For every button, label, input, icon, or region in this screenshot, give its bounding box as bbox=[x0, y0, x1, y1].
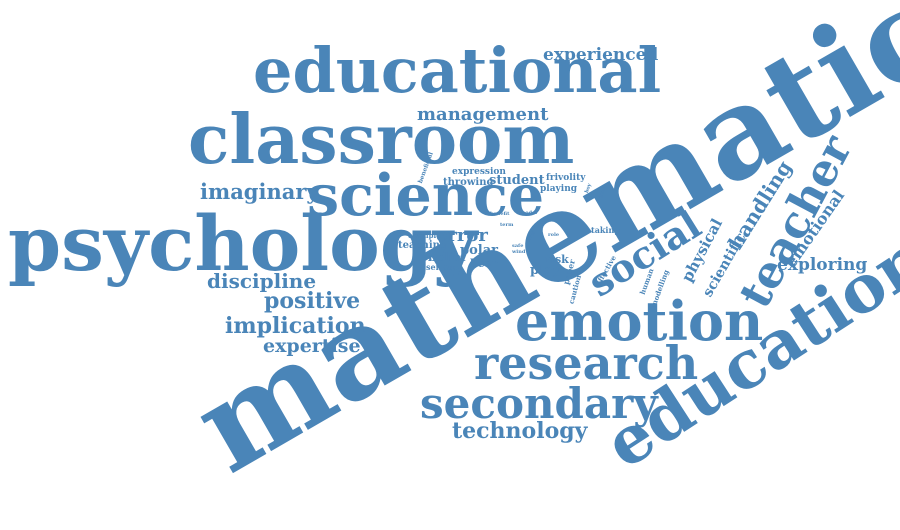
word-research: research bbox=[474, 336, 699, 390]
word-safe: safe bbox=[512, 243, 524, 249]
word-positive: positive bbox=[264, 288, 361, 314]
word-teaching: teaching bbox=[398, 240, 447, 251]
word-wind: wind bbox=[512, 249, 526, 255]
word-error: error bbox=[436, 225, 488, 246]
word-frivolity: frivolity bbox=[546, 173, 586, 183]
word-polar: polar bbox=[460, 243, 498, 258]
word-imaginary: imaginary bbox=[200, 179, 319, 204]
word-taking: taking bbox=[591, 225, 620, 235]
word-term: term bbox=[500, 222, 514, 228]
word-example: example bbox=[408, 231, 441, 240]
word-secondary: secondary bbox=[420, 379, 658, 428]
word-technology: technology bbox=[452, 418, 588, 444]
word-serious: serious bbox=[426, 262, 459, 272]
word-role: role bbox=[548, 232, 560, 238]
word-emotion: emotion bbox=[515, 289, 764, 353]
word-classroom: classroom bbox=[188, 100, 575, 180]
word-educational: educational bbox=[253, 34, 662, 107]
word-student: student bbox=[489, 173, 545, 188]
word-benefit: benefit bbox=[490, 211, 510, 217]
word-psychology: psychology bbox=[8, 199, 478, 288]
word-management: management bbox=[417, 104, 549, 125]
word-expression: expression bbox=[452, 167, 506, 177]
word-bear: bear bbox=[470, 257, 498, 270]
word-playing: playing bbox=[540, 184, 578, 194]
word-model: model bbox=[520, 210, 538, 216]
word-discipline: discipline bbox=[207, 269, 317, 293]
word-throwing: throwing bbox=[443, 177, 494, 188]
word-play: play bbox=[530, 263, 561, 278]
word-exploring: exploring bbox=[777, 255, 868, 275]
word-experienced: experienced bbox=[543, 45, 659, 65]
word-expertise: expertise bbox=[263, 335, 361, 357]
word-science: science bbox=[307, 162, 545, 229]
word-risk: risk bbox=[545, 253, 569, 266]
word-implication: implication bbox=[225, 313, 366, 339]
word-belief: belief bbox=[428, 250, 466, 264]
